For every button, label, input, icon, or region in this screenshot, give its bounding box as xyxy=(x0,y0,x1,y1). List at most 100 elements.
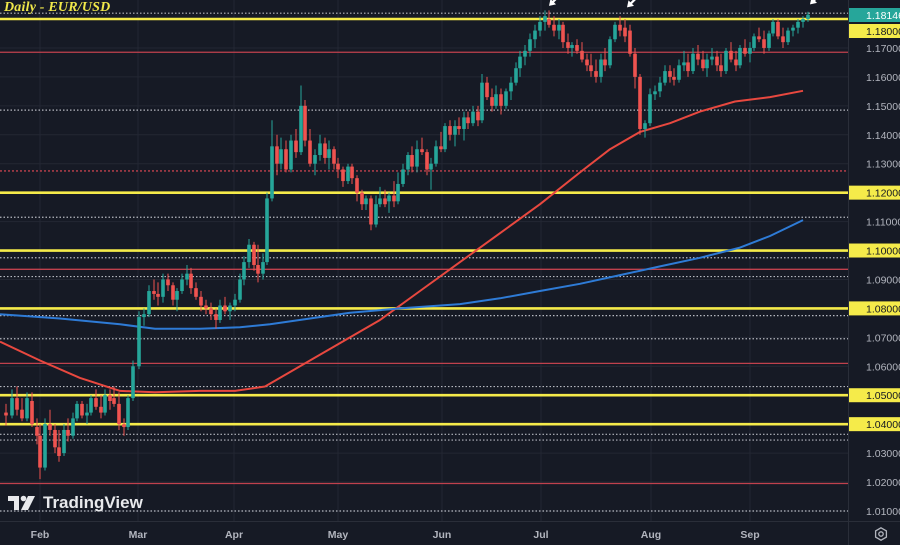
candle xyxy=(318,143,322,156)
candle xyxy=(137,317,141,367)
arrow-annotations xyxy=(549,0,817,8)
candle xyxy=(599,59,603,77)
candle xyxy=(152,291,156,294)
price-axis-label: 1.03000 xyxy=(866,448,900,460)
candle xyxy=(686,62,690,72)
candle xyxy=(103,395,107,413)
level-price-tag xyxy=(849,243,900,258)
candle xyxy=(189,273,193,289)
candle xyxy=(122,424,126,428)
candle xyxy=(701,59,705,69)
level-price-tag xyxy=(849,185,900,200)
candle xyxy=(242,262,246,280)
candle xyxy=(425,152,429,170)
candle xyxy=(561,24,565,43)
candle xyxy=(80,403,84,416)
candle xyxy=(142,314,146,318)
candle xyxy=(126,398,130,428)
time-axis-label: May xyxy=(328,529,349,541)
candle xyxy=(575,45,579,51)
candle xyxy=(275,146,279,164)
candle xyxy=(364,198,368,205)
candle xyxy=(117,403,121,425)
candle xyxy=(327,149,331,158)
candle xyxy=(528,39,532,51)
candle xyxy=(71,418,75,436)
time-axis-label: Sep xyxy=(740,529,759,541)
candle xyxy=(429,163,433,170)
candle xyxy=(20,409,24,419)
candle xyxy=(75,403,79,419)
candle xyxy=(682,62,686,66)
candle xyxy=(776,21,780,37)
candle xyxy=(346,166,350,182)
candle xyxy=(434,146,438,164)
candle xyxy=(603,59,607,66)
price-axis-label: 1.15000 xyxy=(866,101,900,113)
candle xyxy=(108,395,112,402)
candle xyxy=(341,169,345,182)
level-price-tag xyxy=(849,301,900,316)
candle xyxy=(752,36,756,48)
candle xyxy=(303,105,307,141)
candle xyxy=(552,24,556,31)
time-axis-label: Jul xyxy=(533,529,548,541)
price-axis-label: 1.01000 xyxy=(866,506,900,518)
candle xyxy=(585,59,589,66)
candle xyxy=(209,308,213,315)
candle xyxy=(406,155,410,170)
candle xyxy=(767,33,771,48)
time-axis[interactable]: Feb Mar Apr May Jun Jul Aug Sep xyxy=(31,529,760,541)
candle xyxy=(748,47,752,54)
candle xyxy=(43,424,47,468)
candle xyxy=(89,398,93,413)
candle xyxy=(279,149,283,164)
candle xyxy=(538,21,542,31)
tradingview-logo[interactable]: TradingView xyxy=(8,493,143,513)
red-moving-average-line xyxy=(0,89,804,394)
candle xyxy=(180,279,184,292)
candle xyxy=(256,264,260,274)
candle xyxy=(471,111,475,124)
svg-text:1.18146: 1.18146 xyxy=(866,10,900,22)
candle xyxy=(57,447,61,456)
svg-text:1.10000: 1.10000 xyxy=(866,246,900,258)
candle xyxy=(518,56,522,69)
level-price-tag xyxy=(849,417,900,432)
candle xyxy=(85,412,89,416)
candle xyxy=(705,59,709,69)
candle xyxy=(557,24,561,31)
candle xyxy=(439,146,443,150)
candle xyxy=(643,123,647,129)
price-axis-label: 1.02000 xyxy=(866,477,900,489)
candle xyxy=(323,143,327,158)
price-axis-label: 1.14000 xyxy=(866,130,900,142)
level-price-tag xyxy=(849,388,900,403)
settings-gear-icon[interactable] xyxy=(874,527,888,541)
svg-text:1.08000: 1.08000 xyxy=(866,303,900,315)
candle xyxy=(30,401,34,425)
candle xyxy=(762,39,766,48)
candle xyxy=(580,50,584,60)
time-axis-label: Mar xyxy=(129,529,148,541)
candle xyxy=(401,169,405,184)
candle xyxy=(175,291,179,300)
candle xyxy=(25,398,29,419)
candle xyxy=(299,105,303,153)
candle xyxy=(443,126,447,150)
candle xyxy=(448,126,452,135)
candle xyxy=(48,424,52,430)
candle xyxy=(214,314,218,320)
candle xyxy=(35,427,39,436)
last-price-tag xyxy=(849,8,900,22)
svg-text:1.04000: 1.04000 xyxy=(866,419,900,431)
time-axis-label: Jun xyxy=(433,529,452,541)
candle xyxy=(10,398,14,416)
candle xyxy=(228,305,232,312)
level-price-tag xyxy=(849,24,900,38)
candle xyxy=(490,97,494,106)
price-axis[interactable]: 1.17000 1.16000 1.15000 1.14000 1.13000 1.110… xyxy=(849,8,900,518)
candle xyxy=(261,262,265,274)
candle xyxy=(66,429,70,436)
